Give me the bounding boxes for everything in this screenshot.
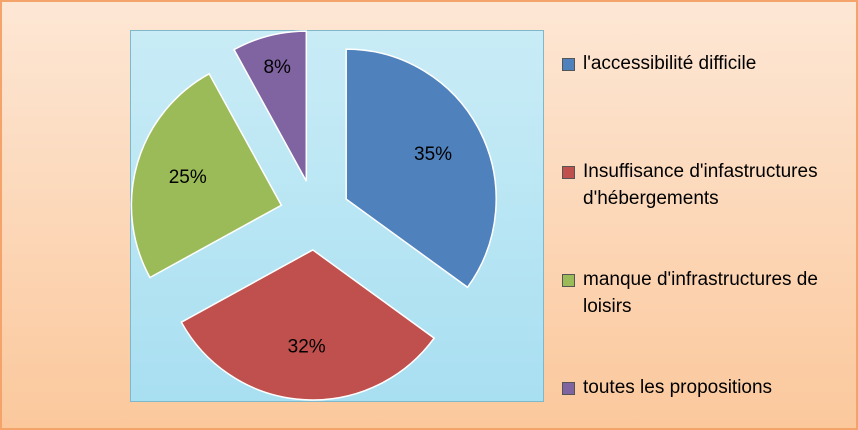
legend-entry: toutes les propositions [562, 374, 833, 401]
data-label: 35% [414, 144, 452, 165]
data-label: 32% [288, 336, 326, 357]
legend-entry: Insuffisance d'infastructures d'hébergem… [562, 158, 833, 212]
legend-entry: manque d'infrastructures de loisirs [562, 266, 833, 320]
legend-label: toutes les propositions [583, 377, 773, 398]
legend-label: l'accessibilité difficile [583, 53, 757, 74]
data-label: 25% [169, 167, 207, 188]
legend-swatch [562, 58, 575, 71]
legend-swatch [562, 166, 575, 179]
legend-label: manque d'infrastructures de loisirs [583, 269, 818, 317]
data-label: 8% [263, 57, 291, 78]
pie-slice [345, 48, 497, 289]
legend-entry: l'accessibilité difficile [562, 50, 833, 77]
legend-label: Insuffisance d'infastructures d'hébergem… [583, 161, 818, 209]
pie-slice [130, 72, 283, 279]
pie-slice [180, 249, 436, 401]
pie-slice [233, 30, 308, 182]
legend-swatch [562, 274, 575, 287]
legend-swatch [562, 382, 575, 395]
